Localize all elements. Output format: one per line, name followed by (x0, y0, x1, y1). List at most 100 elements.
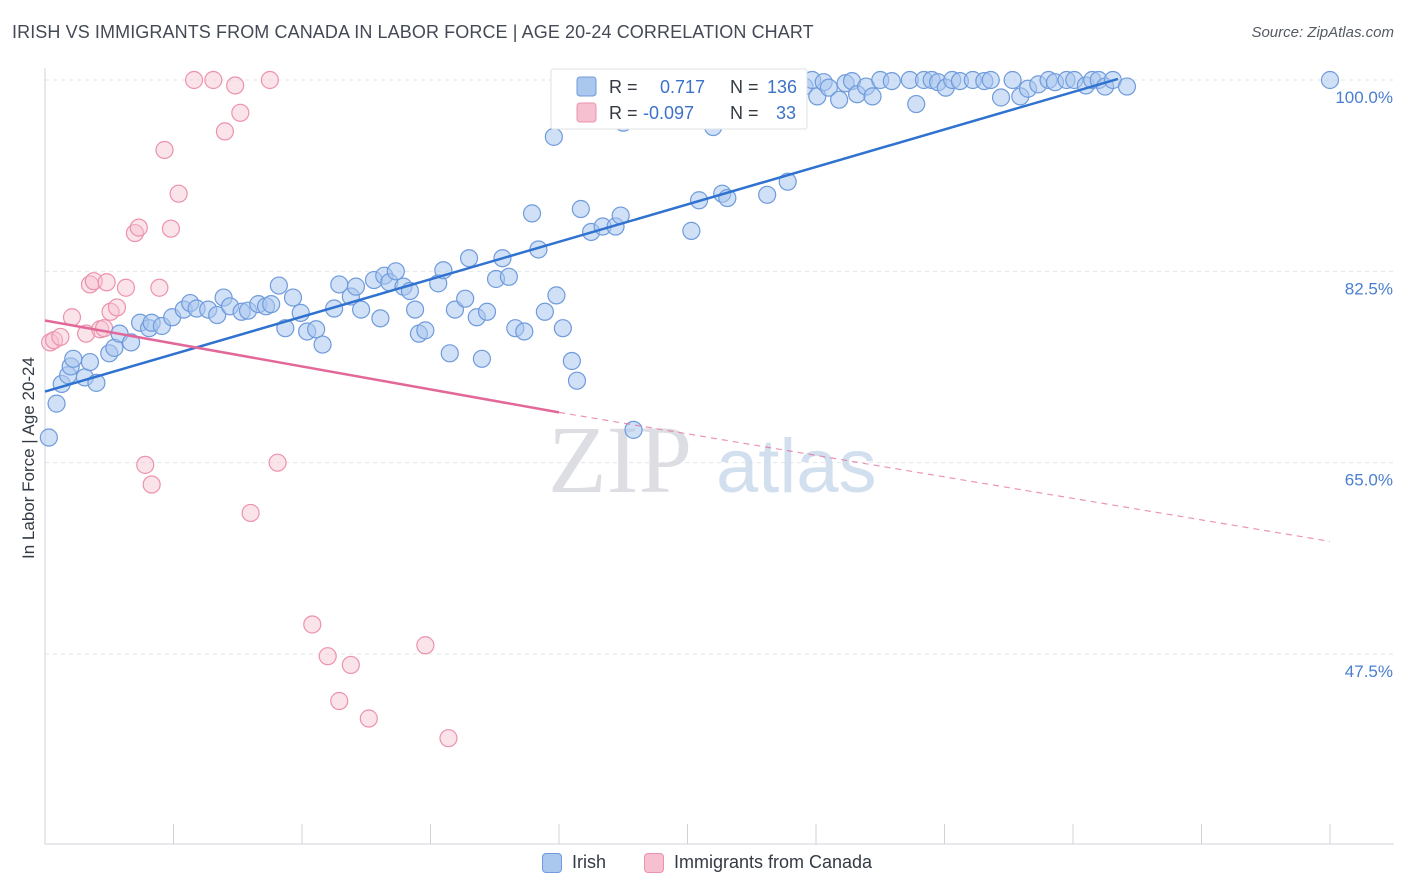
irish-point-29 (262, 295, 281, 314)
irish-point-71 (553, 319, 572, 338)
irish-point-111 (882, 71, 901, 91)
bottom-legend-item-irish: Irish (542, 852, 606, 873)
legend-r-label-canada: R = (609, 103, 638, 123)
legend-r-label-irish: R = (609, 77, 638, 97)
irish-point-40 (346, 277, 366, 296)
irish-point-104 (830, 90, 849, 109)
irish-point-138 (1320, 70, 1340, 90)
canada-point-23 (215, 122, 234, 141)
canada-trend-line (44, 319, 560, 414)
y-tick-label-3: 47.5% (1345, 662, 1393, 681)
bottom-legend-item-canada: Immigrants from Canada (644, 852, 872, 873)
chart-title: IRISH VS IMMIGRANTS FROM CANADA IN LABOR… (12, 22, 814, 42)
canada-point-8 (95, 319, 114, 338)
irish-point-137 (1117, 77, 1137, 96)
canada-point-28 (268, 453, 287, 472)
irish-point-103 (819, 78, 838, 97)
canada-point-27 (260, 70, 279, 90)
canada-point-21 (184, 70, 204, 90)
scatter-chart: ZIP atlas 100.0%82.5%65.0%47.5%0.0%100.0… (19, 68, 1394, 845)
canada-trend-line-extension (558, 411, 1331, 542)
y-tick-label-0: 100.0% (1335, 88, 1393, 107)
irish-point-43 (371, 309, 390, 328)
irish-point-122 (981, 70, 1000, 90)
irish-point-0 (39, 428, 58, 447)
irish-point-72 (562, 351, 581, 371)
legend-swatch-immigrants-from-canada (576, 102, 597, 123)
canada-point-30 (318, 647, 337, 666)
irish-point-32 (283, 288, 303, 307)
canada-point-31 (330, 691, 349, 711)
irish-trend-line (44, 77, 1119, 393)
irish-point-68 (535, 302, 554, 321)
trend-lines (44, 77, 1331, 542)
grid-lines (45, 79, 1394, 655)
legend-r-value-irish: 0.717 (660, 77, 705, 97)
legend-n-label-irish: N = (730, 77, 759, 97)
canada-point-35 (439, 729, 458, 748)
tick-labels: 100.0%82.5%65.0%47.5%0.0%100.0% (1335, 88, 1393, 681)
canada-point-11 (107, 298, 127, 317)
irish-point-73 (567, 371, 587, 390)
irish-point-74 (571, 199, 590, 219)
irish-point-69 (544, 127, 563, 146)
irish-point-113 (907, 94, 926, 114)
y-tick-label-2: 65.0% (1345, 471, 1393, 490)
irish-point-5 (64, 349, 83, 368)
irish-point-65 (515, 322, 534, 341)
source-credit: Source: ZipAtlas.com (1251, 24, 1394, 41)
canada-point-14 (129, 218, 148, 237)
irish-point-30 (269, 276, 288, 295)
irish-point-59 (472, 349, 491, 368)
legend-swatch-irish (576, 76, 597, 97)
legend-n-label-canada: N = (730, 103, 759, 123)
canada-point-12 (116, 278, 136, 297)
series-irish-points (39, 70, 1340, 447)
irish-point-60 (477, 302, 497, 321)
irish-point-35 (307, 320, 326, 339)
irish-point-51 (416, 321, 435, 340)
canada-point-34 (416, 636, 435, 655)
irish-point-22 (208, 305, 227, 325)
canada-point-17 (150, 278, 169, 297)
series-immigrants-from-canada-points (41, 70, 458, 748)
irish-point-66 (522, 204, 542, 223)
y-axis-label: In Labor Force | Age 20-24 (19, 357, 38, 559)
irish-point-54 (440, 344, 459, 363)
bottom-legend-swatch-canada (644, 852, 664, 873)
irish-point-56 (456, 289, 475, 308)
irish-point-87 (682, 221, 701, 240)
canada-point-9 (97, 273, 116, 292)
watermark-zip: ZIP (548, 406, 692, 513)
irish-point-46 (386, 262, 405, 281)
irish-point-12 (121, 333, 141, 352)
legend-n-value-canada: 33 (776, 103, 796, 123)
canada-point-32 (341, 655, 360, 675)
legend-r-value-canada: -0.097 (643, 103, 694, 123)
irish-point-70 (547, 286, 566, 305)
y-tick-label-1: 82.5% (1345, 279, 1393, 298)
canada-point-2 (51, 327, 70, 347)
canada-point-6 (84, 272, 103, 291)
canada-point-19 (161, 219, 181, 238)
canada-point-26 (241, 503, 260, 523)
irish-point-124 (1003, 70, 1022, 90)
bottom-legend-label-irish: Irish (572, 852, 607, 872)
canada-point-29 (303, 615, 322, 634)
canada-point-15 (136, 455, 155, 474)
canada-point-18 (155, 140, 174, 160)
watermark-atlas: atlas (716, 424, 877, 509)
irish-point-49 (405, 300, 425, 319)
legend-n-value-irish: 136 (767, 77, 797, 97)
irish-point-109 (863, 87, 882, 106)
canada-point-24 (226, 76, 245, 95)
canada-point-20 (169, 184, 188, 203)
legend: R = 0.717 N = 136 R = -0.097 N = 33 (550, 68, 808, 130)
irish-point-63 (499, 267, 518, 286)
bottom-legend-label-canada: Immigrants from Canada (674, 852, 873, 872)
irish-point-1 (47, 394, 66, 413)
canada-point-22 (204, 70, 223, 90)
axes (44, 68, 1394, 845)
bottom-legend-swatch-irish (542, 852, 562, 873)
irish-point-41 (352, 300, 371, 319)
